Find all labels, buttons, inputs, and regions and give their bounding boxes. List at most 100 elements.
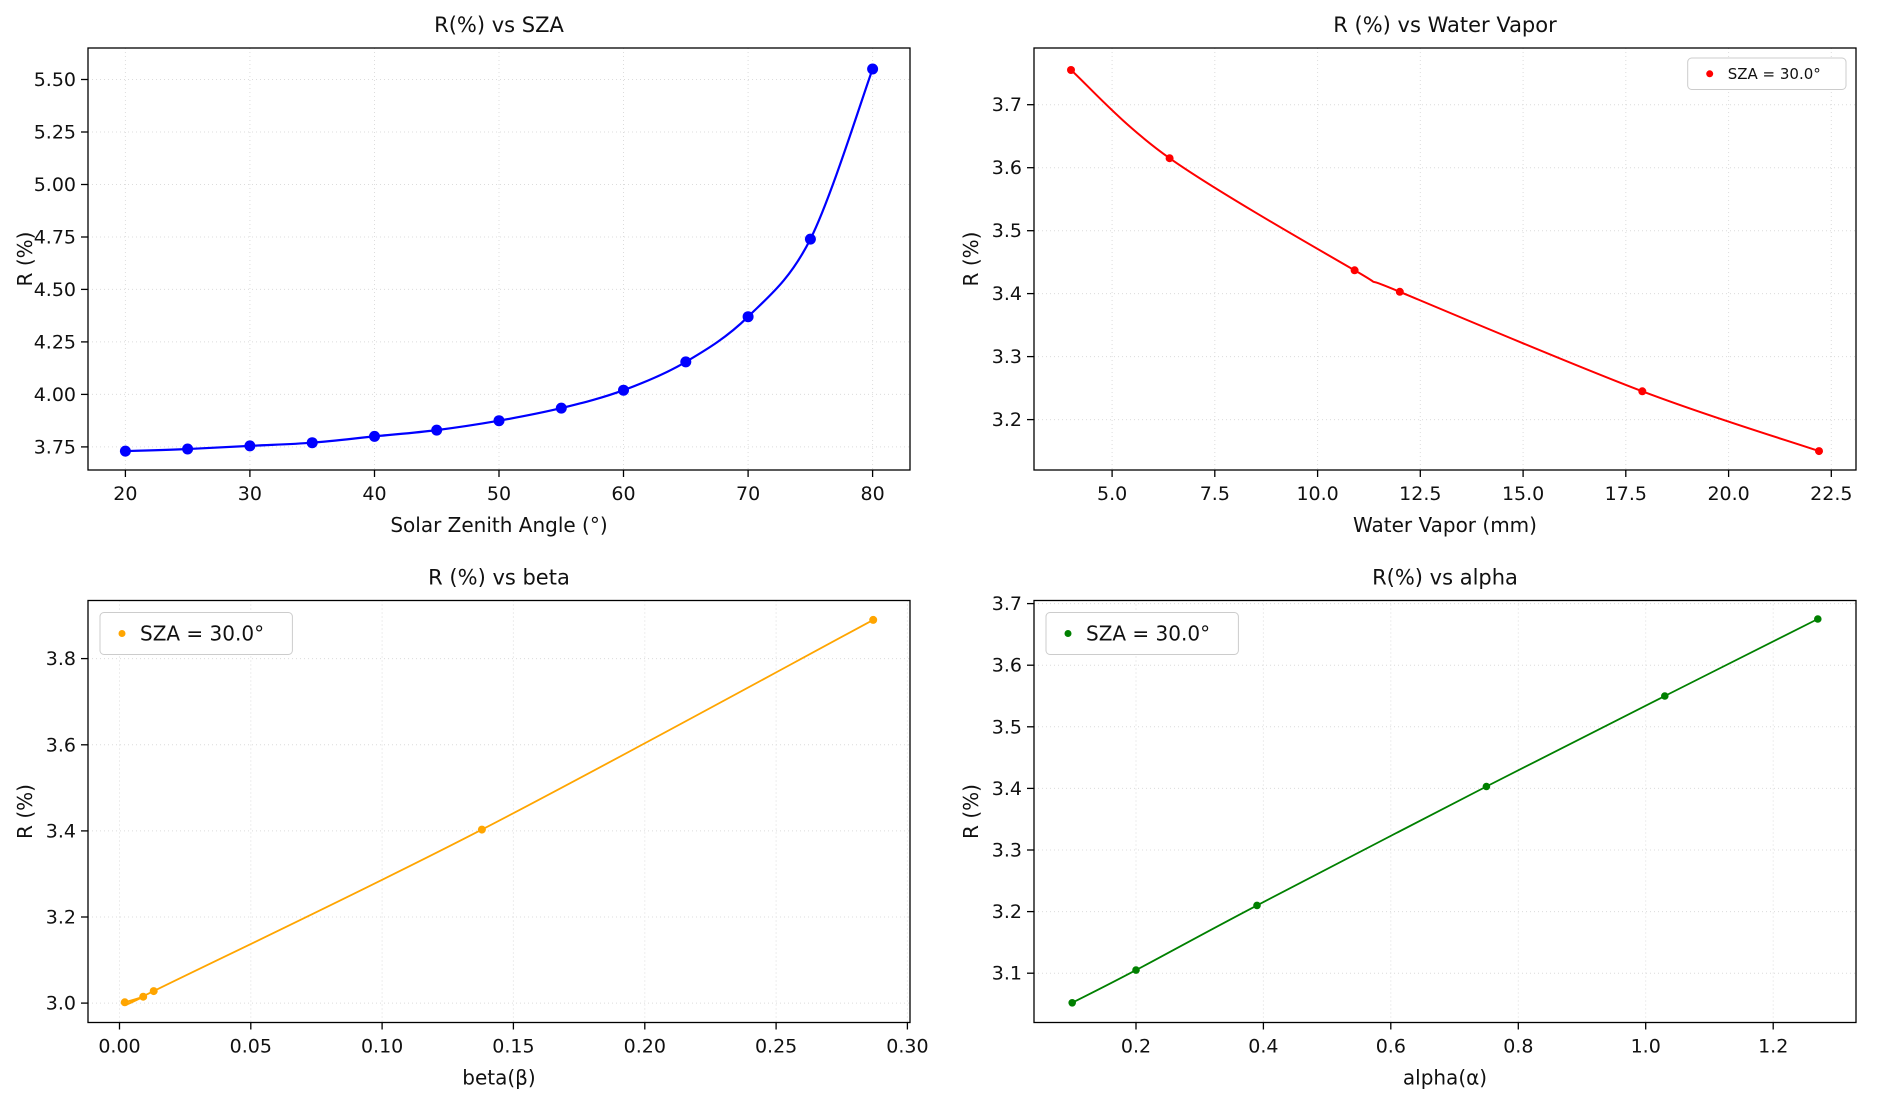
data-point: [742, 311, 754, 323]
legend-marker-icon: [1706, 70, 1714, 78]
y-axis-label: R (%): [13, 232, 37, 287]
legend-label: SZA = 30.0°: [1086, 622, 1210, 646]
x-tick-label: 0.20: [624, 1036, 666, 1058]
data-point: [1068, 999, 1076, 1007]
y-tick-label: 3.2: [992, 409, 1022, 431]
y-tick-label: 3.6: [992, 157, 1022, 179]
legend-label: SZA = 30.0°: [140, 622, 264, 646]
chart-title: R (%) vs Water Vapor: [1333, 13, 1557, 37]
y-axis-label: R (%): [959, 232, 983, 287]
y-tick-label: 3.1: [992, 963, 1022, 985]
chart-cell-water-vapor: 5.0 7.5 10.0 12.5 15.0 17.5 20.0 22.5 3.2 3.3 3.4 3…: [946, 0, 1892, 552]
data-point: [139, 992, 148, 1001]
y-tick-label: 3.2: [46, 907, 76, 929]
x-tick-label: 50: [487, 483, 511, 505]
x-tick-label: 20.0: [1707, 483, 1749, 505]
x-tick-label: 0.05: [230, 1036, 272, 1058]
y-tick-label: 3.5: [992, 220, 1022, 242]
data-point: [1350, 266, 1359, 275]
x-tick-label: 20: [113, 483, 137, 505]
data-point: [1815, 447, 1823, 456]
x-tick-label: 0.00: [98, 1036, 140, 1058]
x-tick-label: 10.0: [1296, 483, 1338, 505]
plot-border: [87, 599, 911, 1024]
x-tick-label: 0.30: [886, 1036, 928, 1058]
data-point: [1165, 154, 1174, 163]
x-tick-label: 1.0: [1631, 1036, 1661, 1058]
chart-cell-sza: 20 30 40 50 60 70 80 3.75 4.00 4.25 4.50 4.75 5.00 5.…: [0, 0, 946, 552]
data-line: [1070, 69, 1820, 453]
chart-alpha-canvas: 0.2 0.4 0.6 0.8 1.0 1.2 3.1 3.2 3.3 3.4 3.5 3.6 3.7 R…: [959, 566, 1857, 1090]
data-point: [804, 233, 816, 245]
x-tick-label: 0.10: [361, 1036, 403, 1058]
x-tick-label: 30: [238, 483, 262, 505]
x-tick-label: 5.0: [1097, 483, 1127, 505]
chart-cell-beta: 0.00 0.05 0.10 0.15 0.20 0.25 0.30 3.0 3.2 3.4 3.6…: [0, 552, 946, 1105]
y-tick-label: 3.7: [992, 593, 1022, 615]
legend-box: [1045, 612, 1239, 655]
x-tick-label: 0.8: [1503, 1036, 1533, 1058]
data-point: [1482, 782, 1491, 791]
x-axis-label: Water Vapor (mm): [1353, 513, 1537, 537]
x-tick-label: 1.2: [1758, 1036, 1788, 1058]
x-tick-label: 40: [362, 483, 386, 505]
y-tick-label: 3.4: [992, 283, 1022, 305]
y-tick-label: 3.0: [46, 993, 76, 1015]
y-axis-label: R (%): [13, 784, 37, 839]
chart-title: R (%) vs beta: [428, 566, 570, 590]
x-tick-label: 0.15: [492, 1036, 534, 1058]
y-tick-label: 3.6: [992, 655, 1022, 677]
chart-title: R(%) vs alpha: [1372, 566, 1518, 590]
legend-box: [99, 612, 293, 655]
data-point: [867, 63, 879, 75]
x-tick-label: 22.5: [1810, 483, 1852, 505]
data-point: [618, 384, 629, 396]
y-tick-label: 3.4: [46, 820, 76, 842]
data-point: [680, 356, 692, 368]
data-line: [1071, 618, 1819, 1004]
y-tick-label: 3.4: [992, 778, 1022, 800]
y-tick-label: 4.50: [34, 279, 76, 301]
x-tick-label: 7.5: [1200, 483, 1230, 505]
x-tick-label: 70: [736, 483, 760, 505]
y-tick-label: 3.3: [992, 840, 1022, 862]
data-point: [369, 430, 380, 442]
data-point: [306, 437, 318, 449]
x-tick-label: 12.5: [1399, 483, 1441, 505]
y-tick-label: 5.25: [34, 122, 76, 144]
legend-box: [1687, 57, 1847, 90]
y-tick-label: 3.6: [46, 734, 76, 756]
y-tick-label: 4.00: [34, 384, 76, 406]
data-point: [555, 402, 567, 414]
y-axis-label: R (%): [959, 784, 983, 839]
y-tick-label: 3.3: [992, 346, 1022, 368]
data-point: [149, 987, 158, 996]
y-tick-label: 4.25: [34, 331, 76, 353]
x-axis-label: beta(β): [462, 1066, 535, 1090]
data-line: [125, 68, 874, 453]
y-tick-label: 3.5: [992, 716, 1022, 738]
x-tick-label: 0.4: [1248, 1036, 1278, 1058]
x-tick-label: 15.0: [1502, 483, 1544, 505]
x-tick-label: 0.2: [1121, 1036, 1151, 1058]
data-point: [1395, 287, 1404, 296]
legend-marker-icon: [118, 630, 126, 637]
data-point: [431, 424, 443, 436]
legend-marker-icon: [1064, 630, 1072, 637]
x-axis-label: Solar Zenith Angle (°): [390, 513, 607, 537]
y-tick-label: 3.2: [992, 901, 1022, 923]
y-tick-label: 3.75: [34, 436, 76, 458]
data-point: [1661, 692, 1669, 700]
x-tick-label: 80: [861, 483, 885, 505]
data-point: [493, 415, 505, 427]
x-tick-label: 60: [611, 483, 635, 505]
chart-sza-canvas: 20 30 40 50 60 70 80 3.75 4.00 4.25 4.50 4.75 5.00 5.…: [13, 13, 911, 537]
data-point: [120, 998, 129, 1007]
x-tick-label: 17.5: [1605, 483, 1647, 505]
chart-title: R(%) vs SZA: [434, 13, 564, 37]
x-axis-label: alpha(α): [1403, 1066, 1487, 1090]
y-tick-label: 3.8: [46, 648, 76, 670]
data-point: [182, 443, 194, 455]
chart-water-vapor-canvas: 5.0 7.5 10.0 12.5 15.0 17.5 20.0 22.5 3.2 3.3 3.4 3…: [959, 13, 1857, 537]
